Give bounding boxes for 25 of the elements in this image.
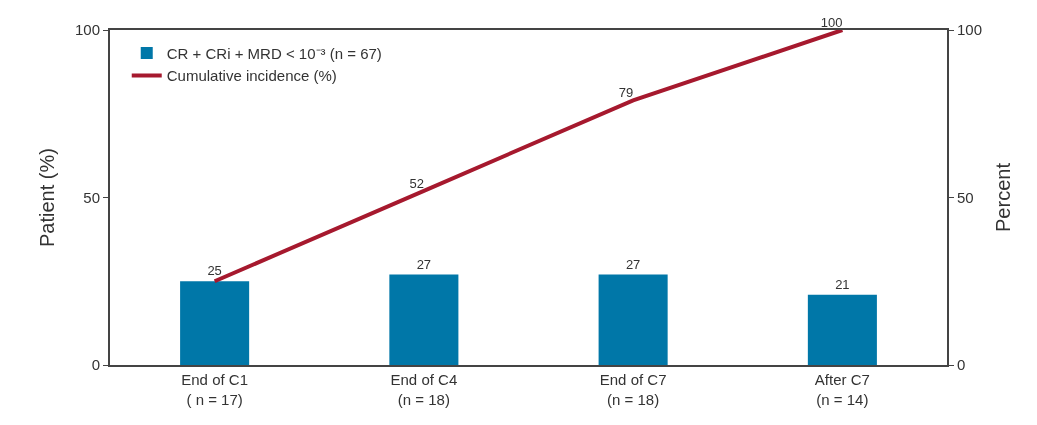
y-tick-label: 50 <box>83 188 100 206</box>
bar <box>807 294 877 365</box>
legend-label: CR + CRi + MRD < 10⁻³ (n = 67) <box>166 44 382 62</box>
x-tick-label: After C7 (n = 14) <box>814 371 870 408</box>
bar <box>389 274 459 365</box>
data-label: 25 <box>207 263 222 279</box>
x-tick-label: End of C7 (n = 18) <box>599 371 667 408</box>
y-axis-title: Patient (%) <box>35 148 58 247</box>
y2-tick-label: 100 <box>957 21 983 39</box>
data-label: 27 <box>416 256 432 272</box>
bar <box>598 274 668 365</box>
x-tick-label: End of C1 ( n = 17) <box>181 371 248 408</box>
y2-axis-title: Percent <box>992 162 1015 232</box>
y-tick-label: 100 <box>74 21 100 39</box>
data-label: 27 <box>625 256 641 272</box>
bar <box>180 281 250 365</box>
legend-label: Cumulative incidence (%) <box>166 67 337 85</box>
data-label: 21 <box>835 276 850 292</box>
y-tick-label: 0 <box>91 356 100 374</box>
x-tick-label: End of C4 (n = 18) <box>390 371 458 408</box>
data-label: 100 <box>820 14 843 30</box>
data-label: 79 <box>618 85 634 101</box>
y2-tick-label: 50 <box>957 188 974 206</box>
data-label: 52 <box>409 175 424 191</box>
y2-tick-label: 0 <box>957 356 966 374</box>
